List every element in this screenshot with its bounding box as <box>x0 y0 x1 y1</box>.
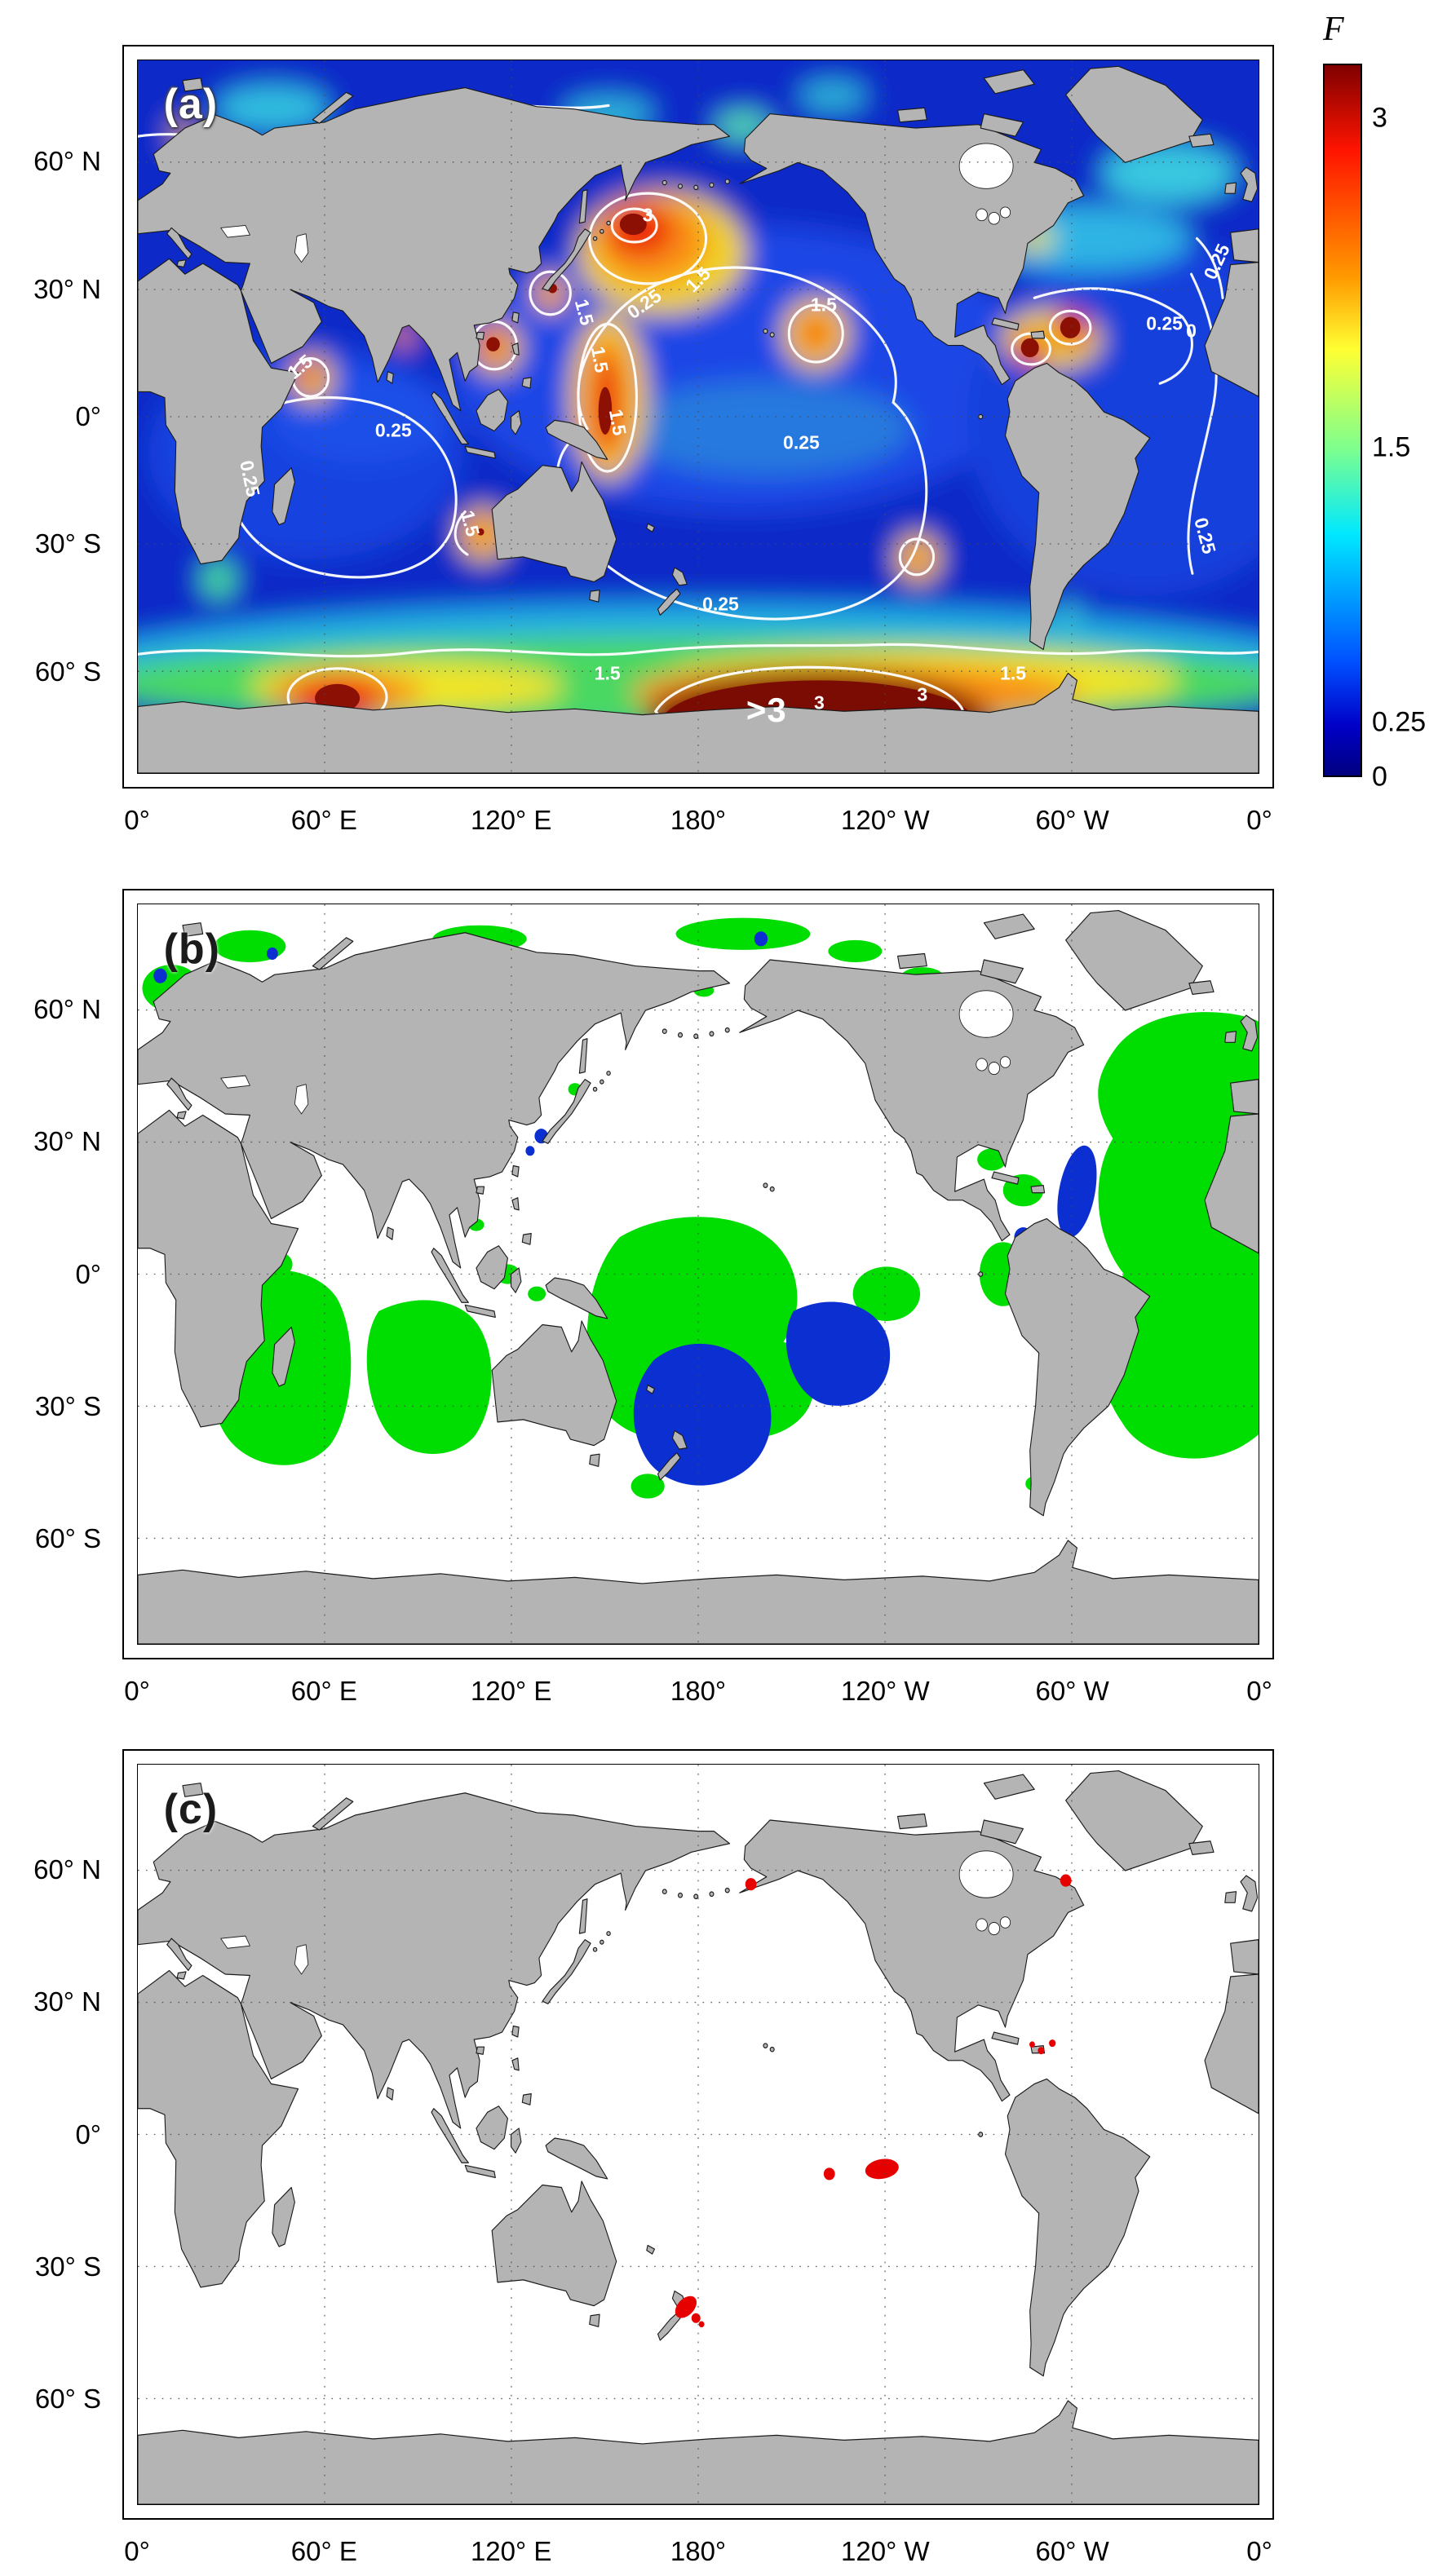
x-tick-label: 120° E <box>470 2536 552 2566</box>
panel-a-frame: 0.25 0.25 0.25 0.25 0.25 0.25 0.25 0.25 1.5 1.5 1.… <box>33 45 1274 835</box>
y-tick-label: 0° <box>75 401 101 431</box>
colorbar-gradient <box>1325 65 1361 775</box>
x-tick-label: 0° <box>1246 1676 1272 1706</box>
x-tick-label: 180° <box>670 805 727 835</box>
colorbar-tick-label: 3 <box>1372 102 1387 134</box>
y-tick-label: 60° S <box>34 656 101 687</box>
y-tick-label: 60° N <box>33 1854 101 1885</box>
x-tick-label: 120° E <box>470 1676 552 1706</box>
panel-c-y-axis: 60° N 30° N 0° 30° S 60° S <box>0 1764 109 2505</box>
x-tick-label: 60° E <box>290 805 357 835</box>
panel-a-label: (a) <box>163 81 219 129</box>
x-tick-label: 180° <box>670 1676 727 1706</box>
panel-b-map: (b) <box>137 904 1259 1645</box>
x-tick-label: 120° E <box>470 805 552 835</box>
world-map-a <box>138 60 1259 773</box>
panel-b-x-axis: 0° 60° E 120° E 180° 120° W 60° W 0° <box>124 1668 1272 1708</box>
x-tick-label: 120° W <box>841 2536 930 2566</box>
x-tick-label: 0° <box>1246 2536 1272 2566</box>
colorbar-tick-label: 1.5 <box>1372 431 1411 463</box>
panel-c-x-axis: 0° 60° E 120° E 180° 120° W 60° W 0° <box>124 2528 1272 2569</box>
x-tick-label: 60° E <box>290 2536 357 2566</box>
y-tick-label: 30° S <box>34 528 101 559</box>
x-tick-label: 0° <box>124 1676 150 1706</box>
colorbar-title: F <box>1323 11 1344 48</box>
panel-a-map: 0.25 0.25 0.25 0.25 0.25 0.25 0.25 0.25 1.5 1.5 1.… <box>137 60 1259 774</box>
panel-c-frame: (c) 0° 60° E 120° E 180° 120° W 60° W 0° 60° N… <box>33 1749 1274 2566</box>
panel-c-label: (c) <box>163 1786 219 1834</box>
x-tick-label: 60° W <box>1035 2536 1109 2566</box>
y-tick-label: 30° S <box>34 2251 101 2282</box>
x-tick-label: 0° <box>124 805 150 835</box>
colorbar-tick-label: 0 <box>1372 761 1387 793</box>
panel-a-x-axis: 0° 60° E 120° E 180° 120° W 60° W 0° <box>124 797 1272 837</box>
y-tick-label: 60° N <box>33 993 101 1024</box>
y-tick-label: 30° S <box>34 1390 101 1421</box>
x-tick-label: 0° <box>124 2536 150 2566</box>
panel-b-label: (b) <box>163 926 220 974</box>
x-tick-label: 60° E <box>290 1676 357 1706</box>
x-tick-label: 180° <box>670 2536 727 2566</box>
x-tick-label: 120° W <box>841 1676 930 1706</box>
y-tick-label: 60° S <box>34 1523 101 1554</box>
colorbar-tick-labels: 3 1.5 0.25 0 <box>1372 64 1437 793</box>
y-tick-label: 0° <box>75 1258 101 1289</box>
y-tick-label: 60° S <box>34 2384 101 2415</box>
x-tick-label: 60° W <box>1035 1676 1109 1706</box>
y-tick-label: 30° N <box>33 1986 101 2017</box>
panel-b-frame: (b) 0° 60° E 120° E 180° 120° W 60° W 0° 60° N… <box>33 889 1274 1706</box>
y-tick-label: 30° N <box>33 1126 101 1157</box>
x-tick-label: 60° W <box>1035 805 1109 835</box>
red-marker-regions <box>675 1874 1072 2328</box>
world-map-b <box>138 904 1259 1644</box>
y-tick-label: 0° <box>75 2119 101 2150</box>
y-tick-label: 60° N <box>33 146 101 177</box>
colorbar <box>1323 64 1362 777</box>
world-map-c <box>138 1765 1259 2504</box>
panel-c-map: (c) <box>137 1764 1259 2505</box>
colorbar-tick-label: 0.25 <box>1372 706 1427 738</box>
y-tick-label: 30° N <box>33 273 101 304</box>
panel-b-y-axis: 60° N 30° N 0° 30° S 60° S <box>0 904 109 1645</box>
x-tick-label: 120° W <box>841 805 930 835</box>
panel-a-y-axis: 60° N 30° N 0° 30° S 60° S <box>0 60 109 774</box>
x-tick-label: 0° <box>1246 805 1272 835</box>
